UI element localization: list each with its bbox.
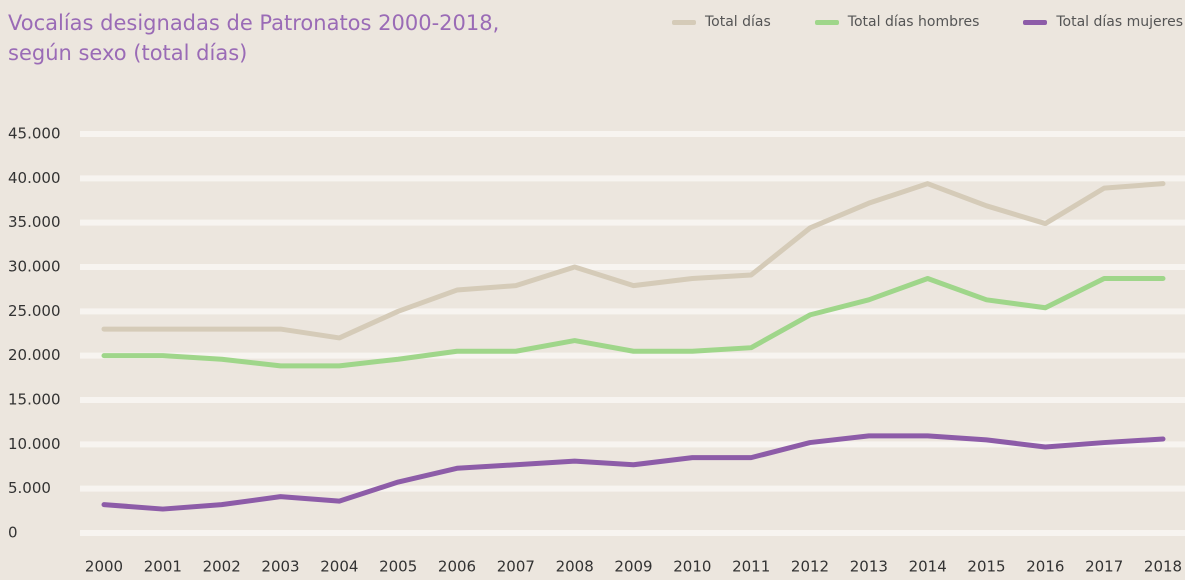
x-tick-label: 2005	[379, 558, 417, 576]
y-tick-label: 30.000	[8, 258, 61, 276]
x-tick-label: 2003	[261, 558, 299, 576]
x-tick-label: 2017	[1085, 558, 1123, 576]
x-tick-label: 2015	[967, 558, 1005, 576]
legend-swatch	[1023, 19, 1048, 25]
x-tick-label: 2000	[85, 558, 123, 576]
x-tick-label: 2012	[791, 558, 829, 576]
y-tick-label: 20.000	[8, 346, 61, 364]
y-tick-label: 45.000	[8, 125, 61, 143]
series-line	[101, 181, 1166, 341]
x-tick-label: 2002	[203, 558, 241, 576]
chart-title: Vocalías designadas de Patronatos 2000-2…	[8, 11, 500, 65]
legend-item: Total días hombres	[814, 14, 980, 30]
y-tick-label: 10.000	[8, 435, 61, 453]
x-tick-label: 2006	[438, 558, 476, 576]
x-tick-label: 2011	[732, 558, 770, 576]
x-tick-label: 2009	[614, 558, 652, 576]
y-tick-label: 15.000	[8, 391, 61, 409]
y-tick-label: 25.000	[8, 302, 61, 320]
x-tick-label: 2010	[673, 558, 711, 576]
y-tick-label: 40.000	[8, 169, 61, 187]
y-tick-label: 0	[8, 524, 18, 542]
y-tick-label: 35.000	[8, 213, 61, 231]
x-tick-label: 2018	[1144, 558, 1182, 576]
x-tick-label: 2001	[144, 558, 182, 576]
legend-swatch	[672, 19, 696, 25]
legend-label: Total días mujeres	[1056, 14, 1183, 30]
x-tick-label: 2007	[497, 558, 535, 576]
legend: Total días Total días hombres Total días m…	[672, 14, 1183, 30]
y-tick-label: 5.000	[8, 479, 51, 497]
legend-swatch	[814, 19, 839, 25]
x-tick-label: 2016	[1026, 558, 1064, 576]
series-line	[101, 433, 1166, 512]
legend-label: Total días	[705, 14, 771, 30]
legend-item: Total días	[672, 14, 771, 30]
x-tick-label: 2013	[850, 558, 888, 576]
x-tick-label: 2004	[320, 558, 358, 576]
x-tick-label: 2014	[909, 558, 947, 576]
legend-label: Total días hombres	[847, 14, 980, 30]
legend-item: Total días mujeres	[1023, 14, 1183, 30]
x-tick-label: 2008	[556, 558, 594, 576]
series-line	[101, 276, 1166, 369]
